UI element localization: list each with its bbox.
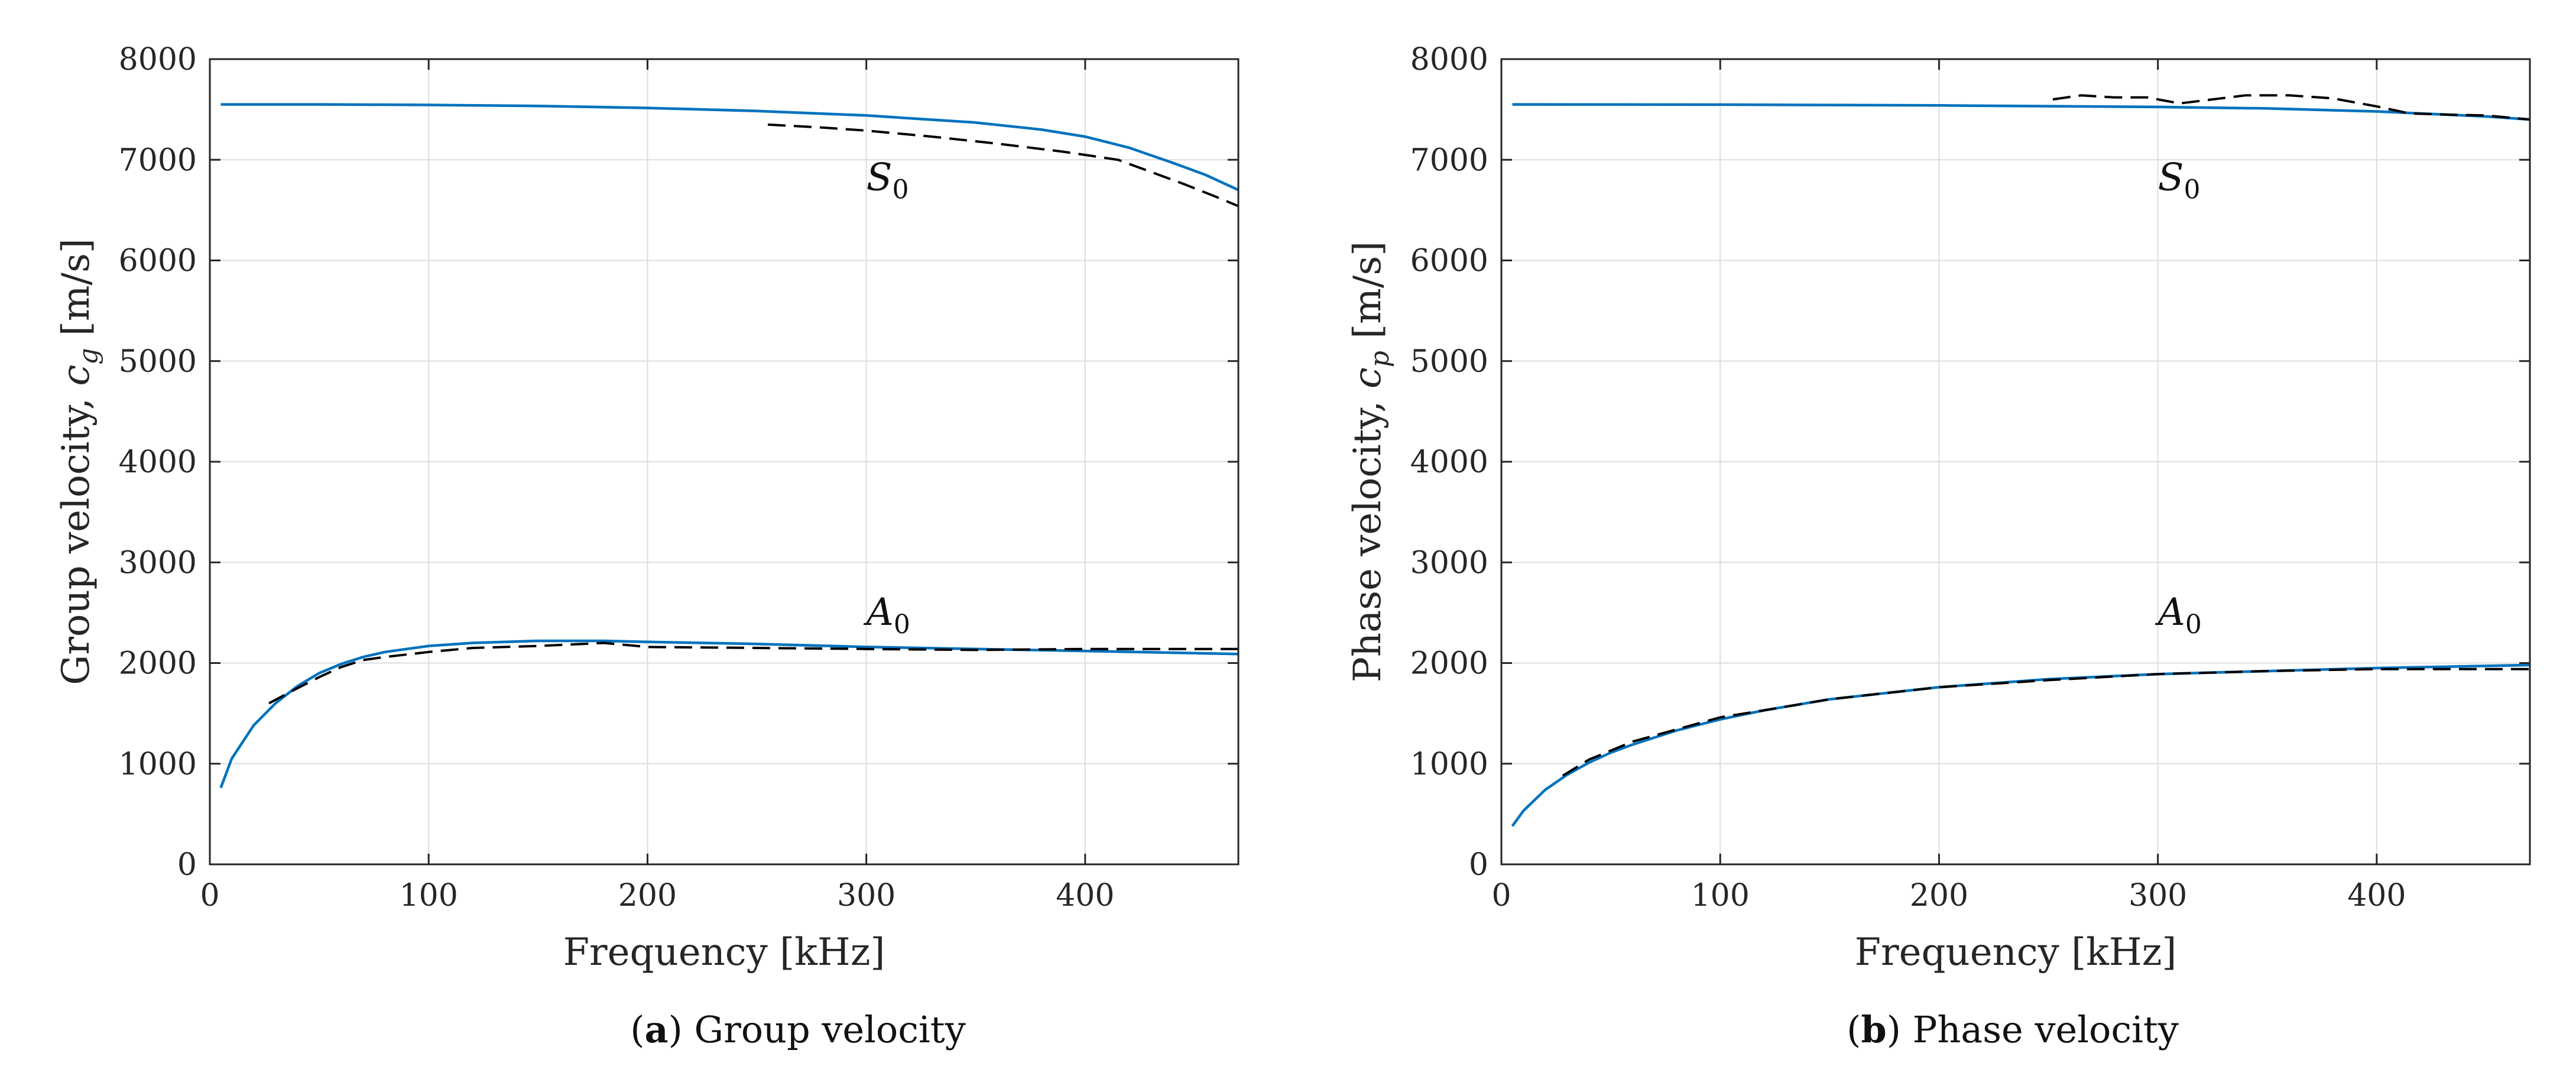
y-axis-label: Group velocity, cg [m/s] bbox=[54, 238, 103, 685]
y-tick-label: 5000 bbox=[1410, 344, 1488, 380]
y-tick-label: 3000 bbox=[119, 545, 197, 581]
y-tick-label: 6000 bbox=[1410, 244, 1488, 279]
chart-panel-a: 0 100 200 300 400010002000300040005000600070… bbox=[54, 42, 1240, 974]
x-axis-label: Frequency [kHz] bbox=[563, 931, 885, 974]
y-tick-label: 0 bbox=[177, 847, 197, 883]
y-tick-label: 4000 bbox=[119, 445, 197, 480]
y-tick-label: 6000 bbox=[119, 244, 197, 279]
y-tick-label: 2000 bbox=[1410, 646, 1488, 682]
x-tick-label: 100 bbox=[400, 878, 458, 913]
x-axis-label: Frequency [kHz] bbox=[1855, 931, 2177, 974]
y-tick-label: 0 bbox=[1469, 847, 1488, 883]
series-line-a0-theoretical bbox=[219, 639, 1239, 789]
chart-panel-b: 0 100 200 300 400010002000300040005000600070… bbox=[1346, 42, 2531, 974]
x-tick-label: 400 bbox=[2347, 878, 2406, 913]
caption-a: (a) Group velocity bbox=[630, 1008, 966, 1051]
y-tick-label: 3000 bbox=[1410, 545, 1488, 581]
x-tick-label: 300 bbox=[2129, 878, 2187, 913]
series-line-a0-experimental bbox=[1562, 667, 2530, 777]
y-tick-label: 8000 bbox=[1410, 42, 1488, 77]
mode-label-a0: A0 bbox=[864, 591, 910, 640]
y-tick-label: 7000 bbox=[119, 142, 197, 178]
series-line-a0-theoretical bbox=[1511, 663, 2530, 827]
x-tick-label: 300 bbox=[837, 878, 896, 913]
y-tick-label: 4000 bbox=[1410, 445, 1488, 480]
x-tick-label: 0 bbox=[200, 878, 219, 913]
mode-label-s0: S0 bbox=[2158, 155, 2201, 205]
series-line-a0-experimental bbox=[268, 641, 1238, 705]
x-tick-label: 200 bbox=[618, 878, 677, 913]
y-axis-label: Phase velocity, cp [m/s] bbox=[1346, 241, 1395, 682]
x-tick-label: 200 bbox=[1910, 878, 1968, 913]
y-tick-label: 1000 bbox=[1410, 747, 1488, 782]
series-line-s0-theoretical bbox=[220, 103, 1239, 192]
mode-label-a0: A0 bbox=[2155, 591, 2202, 640]
series-line-s0-experimental bbox=[767, 123, 1239, 208]
series-line-s0-experimental bbox=[2052, 94, 2530, 121]
y-tick-label: 5000 bbox=[119, 344, 197, 380]
y-tick-label: 7000 bbox=[1410, 142, 1488, 178]
x-tick-label: 400 bbox=[1056, 878, 1114, 913]
x-tick-label: 0 bbox=[1491, 878, 1511, 913]
caption-b: (b) Phase velocity bbox=[1847, 1008, 2179, 1051]
y-tick-label: 8000 bbox=[119, 42, 197, 77]
y-tick-label: 1000 bbox=[119, 747, 197, 782]
x-tick-label: 100 bbox=[1691, 878, 1750, 913]
y-tick-label: 2000 bbox=[119, 646, 197, 682]
mode-label-s0: S0 bbox=[867, 155, 909, 205]
